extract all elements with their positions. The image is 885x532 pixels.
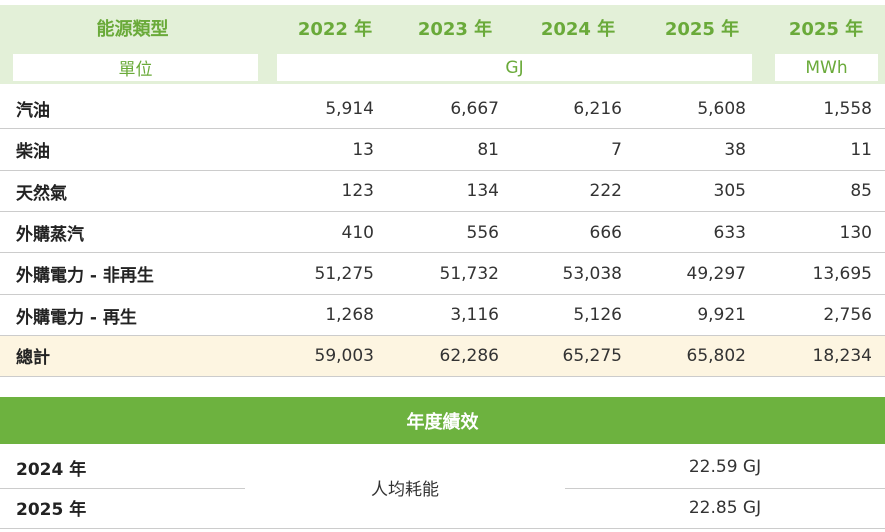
cell: 130 (839, 222, 872, 243)
row-line (0, 293, 885, 295)
cell: 134 (466, 181, 499, 202)
row-line (0, 169, 885, 171)
cell: 9,921 (697, 305, 746, 326)
unit-cell: GJ (277, 54, 752, 81)
cell: 410 (341, 222, 374, 243)
row-line (0, 210, 885, 212)
header-cell: 2023 年 (417, 18, 493, 40)
cell: 666 (589, 222, 622, 243)
cell: 85 (850, 181, 872, 202)
cell: 51,732 (439, 263, 499, 284)
cell: 49,297 (686, 263, 746, 284)
header-cell: 2025 年 (788, 18, 864, 40)
cell: 7 (611, 139, 622, 160)
perf-year: 2025 年 (16, 500, 87, 521)
perf-line (565, 487, 885, 489)
header-cell: 2025 年 (664, 18, 740, 40)
row-label: 外購電力 - 非再生 (16, 266, 154, 287)
cell: 305 (713, 181, 746, 202)
row-line (0, 128, 885, 130)
cell: 5,126 (573, 305, 622, 326)
unit-cell: MWh (775, 54, 878, 81)
performance-title: 年度績效 (0, 397, 885, 444)
row-label: 外購電力 - 再生 (16, 307, 137, 328)
cell: 1,268 (325, 305, 374, 326)
perf-metric: 人均耗能 (371, 480, 439, 500)
total-cell: 65,275 (562, 345, 622, 366)
cell: 3,116 (450, 305, 499, 326)
cell: 556 (466, 222, 499, 243)
cell: 38 (724, 139, 746, 160)
total-label: 總計 (16, 348, 50, 369)
total-bg (0, 335, 885, 377)
cell: 1,558 (823, 98, 872, 119)
cell: 5,608 (697, 98, 746, 119)
row-line (0, 334, 885, 336)
perf-line (0, 528, 245, 529)
cell: 6,216 (573, 98, 622, 119)
total-cell: 62,286 (439, 345, 499, 366)
unit-cell: 單位 (13, 54, 258, 81)
perf-line (0, 487, 245, 489)
perf-bottom-line (245, 528, 565, 529)
perf-line (565, 528, 885, 529)
row-label: 天然氣 (16, 183, 67, 204)
header-cell: 2022 年 (297, 18, 373, 40)
total-cell: 18,234 (812, 345, 872, 366)
row-label: 汽油 (16, 101, 50, 122)
cell: 633 (713, 222, 746, 243)
header-cell: 2024 年 (540, 18, 616, 40)
cell: 51,275 (314, 263, 374, 284)
cell: 2,756 (823, 305, 872, 326)
perf-value: 22.85 GJ (688, 497, 762, 518)
header-cell: 能源類型 (96, 18, 169, 40)
perf-year: 2024 年 (16, 459, 87, 480)
cell: 6,667 (450, 98, 499, 119)
total-cell: 59,003 (314, 345, 374, 366)
header-bg (0, 5, 885, 50)
total-cell: 65,802 (686, 345, 746, 366)
cell: 222 (589, 181, 622, 202)
row-label: 外購蒸汽 (16, 225, 84, 246)
cell: 13,695 (812, 263, 872, 284)
row-label: 柴油 (16, 142, 50, 163)
cell: 81 (477, 139, 499, 160)
row-line (0, 252, 885, 254)
cell: 5,914 (325, 98, 374, 119)
cell: 11 (850, 139, 872, 160)
perf-value: 22.59 GJ (688, 457, 762, 478)
cell: 13 (352, 139, 374, 160)
cell: 53,038 (562, 263, 622, 284)
cell: 123 (341, 181, 374, 202)
